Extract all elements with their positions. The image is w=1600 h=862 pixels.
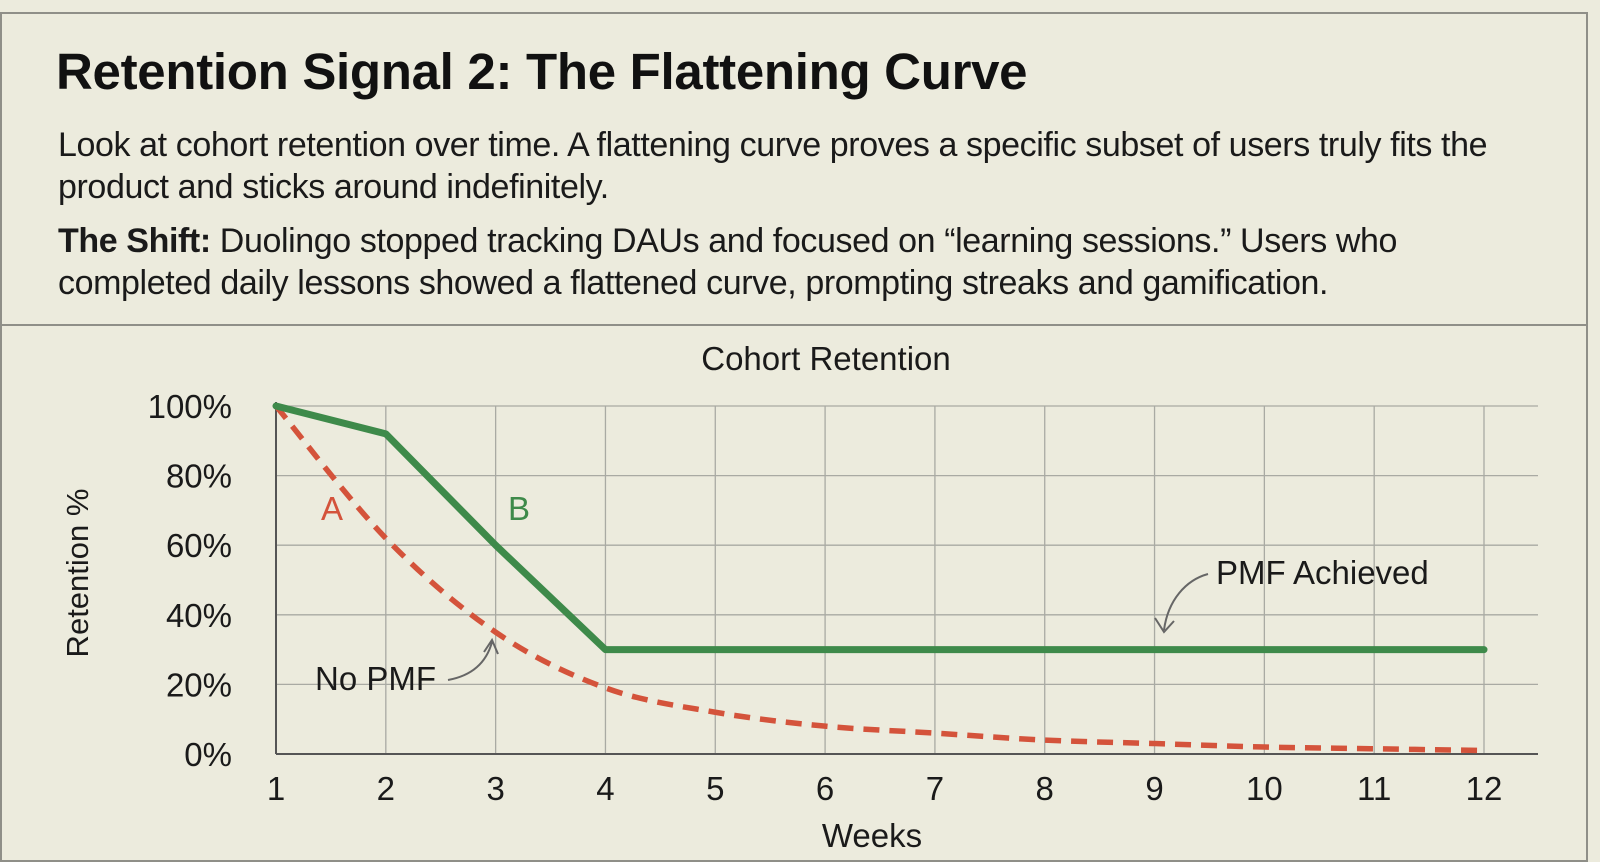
x-axis-ticks: 1 2 3 4 5 6 7 8 9 10 11 12 xyxy=(267,770,1503,807)
chart-title: Cohort Retention xyxy=(701,340,950,377)
y-axis-label: Retention % xyxy=(60,489,95,658)
shift-label: The Shift: xyxy=(58,222,211,260)
annotation-arrow-pmf-achieved xyxy=(1163,573,1209,631)
page-title: Retention Signal 2: The Flattening Curve xyxy=(56,43,1028,100)
x-tick-label: 10 xyxy=(1246,770,1283,807)
series-line-b xyxy=(272,402,1488,654)
annotation-arrow-no-pmf xyxy=(447,641,493,681)
series-label-a: A xyxy=(321,490,343,527)
chart-annotations: A B PMF Achieved No PMF xyxy=(315,490,1429,697)
arrowhead-no-pmf xyxy=(483,637,499,655)
x-tick-label: 9 xyxy=(1145,770,1163,807)
y-axis-ticks: 0% 20% 40% 60% 80% 100% xyxy=(148,388,232,773)
series-label-b: B xyxy=(508,490,530,527)
arrowhead-pmf-achieved xyxy=(1154,617,1175,634)
y-tick-label: 0% xyxy=(184,736,232,773)
series-line-a xyxy=(273,404,1485,754)
x-tick-label: 11 xyxy=(1357,770,1391,807)
x-tick-label: 5 xyxy=(706,770,724,807)
y-tick-label: 80% xyxy=(166,458,232,495)
x-tick-label: 2 xyxy=(377,770,395,807)
description-paragraph: Look at cohort retention over time. A fl… xyxy=(58,126,1488,206)
shift-paragraph: The Shift: Duolingo stopped tracking DAU… xyxy=(58,220,1558,304)
y-tick-label: 100% xyxy=(148,388,232,425)
x-axis-label: Weeks xyxy=(822,817,922,854)
x-tick-label: 3 xyxy=(486,770,504,807)
annotation-no-pmf: No PMF xyxy=(315,660,436,697)
x-tick-label: 8 xyxy=(1036,770,1054,807)
y-tick-label: 60% xyxy=(166,527,232,564)
y-tick-label: 20% xyxy=(166,666,232,703)
shift-text: Duolingo stopped tracking DAUs and focus… xyxy=(58,222,1398,302)
chart-series xyxy=(272,402,1488,754)
x-tick-label: 1 xyxy=(267,770,285,807)
x-tick-label: 6 xyxy=(816,770,834,807)
y-tick-label: 40% xyxy=(166,597,232,634)
chart-axes xyxy=(275,402,1538,755)
header-panel: Retention Signal 2: The Flattening Curve… xyxy=(2,14,1586,326)
x-tick-label: 4 xyxy=(596,770,614,807)
annotation-pmf-achieved: PMF Achieved xyxy=(1216,554,1429,591)
x-tick-label: 12 xyxy=(1466,770,1503,807)
x-tick-label: 7 xyxy=(926,770,944,807)
